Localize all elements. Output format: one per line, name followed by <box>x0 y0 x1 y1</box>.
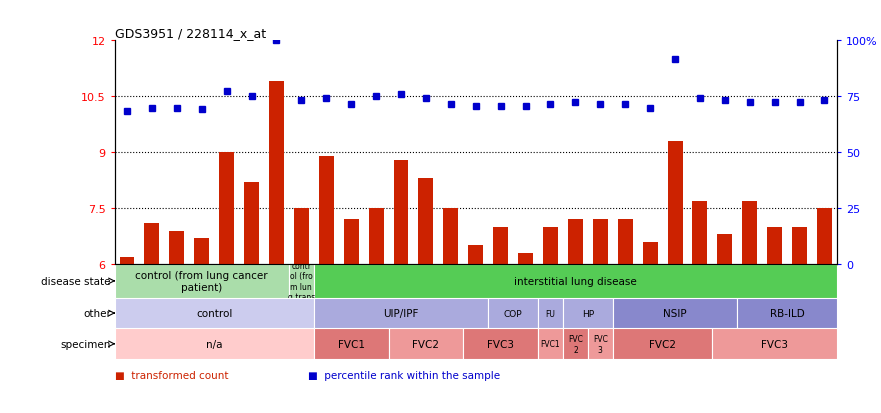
Bar <box>743 201 758 264</box>
Bar <box>194 238 209 264</box>
Bar <box>219 153 234 264</box>
Bar <box>120 257 135 264</box>
Bar <box>269 82 284 264</box>
Bar <box>692 201 707 264</box>
Text: ■  transformed count: ■ transformed count <box>115 370 228 380</box>
Bar <box>668 142 683 264</box>
Bar <box>767 227 782 264</box>
Bar <box>737 298 837 329</box>
Bar <box>319 157 334 264</box>
Bar <box>493 227 508 264</box>
Text: FVC3: FVC3 <box>761 339 788 349</box>
Bar <box>713 329 837 359</box>
Bar <box>488 298 538 329</box>
Text: other: other <box>83 308 111 318</box>
Bar <box>717 235 732 264</box>
Bar <box>563 329 588 359</box>
Bar <box>443 209 458 264</box>
Bar <box>389 329 463 359</box>
Text: FVC2: FVC2 <box>649 339 676 349</box>
Text: ■  percentile rank within the sample: ■ percentile rank within the sample <box>308 370 500 380</box>
Bar <box>244 183 259 264</box>
Bar <box>568 220 583 264</box>
Bar <box>169 231 184 264</box>
Bar <box>613 298 737 329</box>
Bar <box>418 179 433 264</box>
Bar <box>314 329 389 359</box>
Bar <box>518 253 533 264</box>
Bar <box>588 329 613 359</box>
Text: FVC2: FVC2 <box>412 339 440 349</box>
Text: UIP/IPF: UIP/IPF <box>383 308 418 318</box>
Text: NSIP: NSIP <box>663 308 687 318</box>
Text: control: control <box>196 308 233 318</box>
Bar <box>792 227 807 264</box>
Bar <box>115 329 314 359</box>
Bar <box>115 298 314 329</box>
Bar <box>543 227 558 264</box>
Bar <box>463 329 538 359</box>
Bar <box>115 264 289 298</box>
Bar <box>368 209 383 264</box>
Text: FVC
3: FVC 3 <box>593 334 608 354</box>
Text: control (from lung cancer
patient): control (from lung cancer patient) <box>136 271 268 292</box>
Text: GDS3951 / 228114_x_at: GDS3951 / 228114_x_at <box>115 27 266 40</box>
Text: RB-ILD: RB-ILD <box>770 308 804 318</box>
Bar <box>394 160 409 264</box>
Text: FVC1: FVC1 <box>541 339 560 349</box>
Bar <box>538 298 563 329</box>
Bar <box>538 329 563 359</box>
Bar <box>314 264 837 298</box>
Bar <box>469 246 483 264</box>
Bar <box>344 220 359 264</box>
Text: contr
ol (fro
m lun
g trans: contr ol (fro m lun g trans <box>288 261 315 301</box>
Text: HP: HP <box>581 309 594 318</box>
Text: specimen: specimen <box>61 339 111 349</box>
Bar <box>294 209 309 264</box>
Text: FVC1: FVC1 <box>337 339 365 349</box>
Bar <box>289 264 314 298</box>
Text: FVC
2: FVC 2 <box>568 334 583 354</box>
Text: interstitial lung disease: interstitial lung disease <box>514 276 637 286</box>
Text: n/a: n/a <box>206 339 222 349</box>
Bar <box>144 223 159 264</box>
Text: FVC3: FVC3 <box>487 339 515 349</box>
Bar <box>593 220 608 264</box>
Bar <box>563 298 613 329</box>
Text: FU: FU <box>545 309 555 318</box>
Bar <box>642 242 657 264</box>
Bar <box>618 220 633 264</box>
Bar <box>314 298 488 329</box>
Bar <box>817 209 832 264</box>
Text: COP: COP <box>504 309 522 318</box>
Text: disease state: disease state <box>41 276 111 286</box>
Bar <box>613 329 713 359</box>
